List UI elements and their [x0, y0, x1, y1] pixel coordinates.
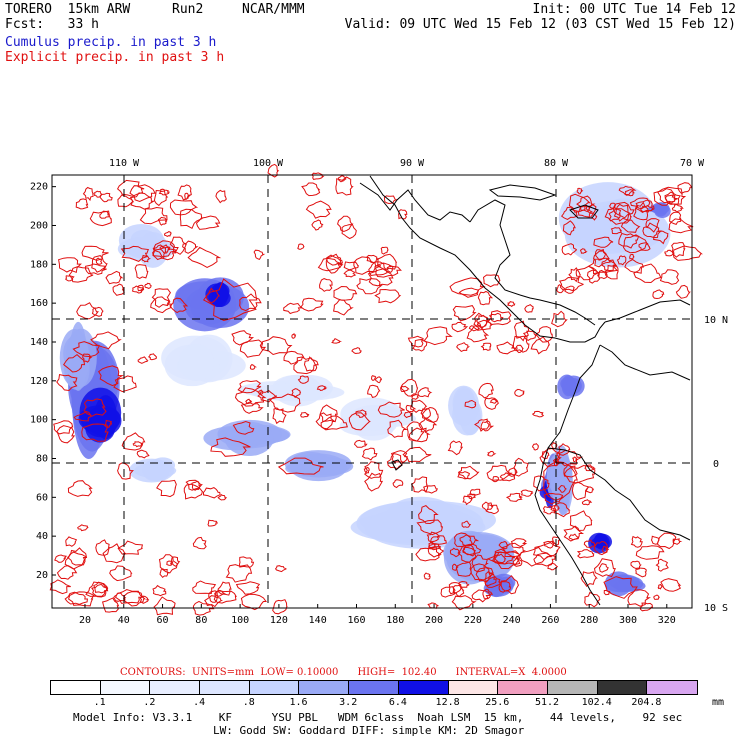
x-tick-label: 100	[231, 615, 249, 626]
init-time: Init: 00 UTC Tue 14 Feb 12	[532, 2, 737, 17]
y-tick-label: 60	[36, 492, 48, 503]
x-tick-label: 200	[425, 615, 443, 626]
galapagos	[391, 459, 403, 471]
contour-info: CONTOURS: UNITS=mm LOW= 0.10000 HIGH= 10…	[120, 667, 567, 678]
lon-label: 80 W	[544, 158, 569, 169]
legend-label: 1.6	[289, 697, 308, 708]
lon-label: 90 W	[400, 158, 425, 169]
x-tick-label: 240	[503, 615, 521, 626]
hispaniola-outline	[569, 204, 599, 219]
y-tick-label: 40	[36, 531, 48, 542]
x-tick-label: 60	[157, 615, 169, 626]
x-tick-label: 160	[347, 615, 365, 626]
legend-label: .4	[193, 697, 206, 708]
physics-info: LW: Godd SW: Goddard DIFF: simple KM: 2D…	[213, 724, 525, 737]
y-tick-label: 160	[30, 298, 48, 309]
color-legend	[50, 680, 698, 695]
legend-swatch	[51, 681, 101, 694]
y-tick-label: 20	[36, 570, 48, 581]
andes-border	[599, 344, 691, 381]
lon-label: 100 W	[253, 158, 284, 169]
legend-swatch	[398, 681, 449, 694]
x-tick-label: 220	[464, 615, 482, 626]
brazil-border	[614, 489, 691, 541]
legend-swatch	[249, 681, 300, 694]
y-tick-label: 100	[30, 415, 48, 426]
legend-label: .1	[93, 697, 106, 708]
legend-swatch	[349, 681, 399, 694]
x-tick-label: 180	[386, 615, 404, 626]
legend-swatch	[647, 681, 697, 694]
y-tick-label: 80	[36, 453, 48, 464]
x-tick-label: 120	[270, 615, 288, 626]
org-label: NCAR/MMM	[242, 2, 305, 17]
lat-label: 10 N	[704, 315, 728, 326]
y-tick-label: 220	[30, 182, 48, 193]
legend-swatch	[597, 681, 648, 694]
x-tick-label: 80	[195, 615, 207, 626]
legend-label: 25.6	[485, 697, 510, 708]
y-tick-label: 180	[30, 259, 48, 270]
lon-label: 70 W	[680, 158, 705, 169]
legend-swatch	[498, 681, 548, 694]
legend-swatch	[448, 681, 499, 694]
legend-label: 51.2	[534, 697, 560, 708]
legend-label: 6.4	[388, 697, 407, 708]
x-tick-label: 280	[580, 615, 598, 626]
x-tick-label: 300	[619, 615, 637, 626]
x-tick-label: 140	[309, 615, 327, 626]
lon-label: 110 W	[109, 158, 140, 169]
legend-label: .2	[143, 697, 156, 708]
legend-label: 12.8	[435, 697, 460, 708]
legend-swatch	[299, 681, 350, 694]
explicit-precip-label: Explicit precip. in past 3 h	[5, 50, 225, 65]
legend-swatch	[150, 681, 201, 694]
legend-label: 3.2	[339, 697, 358, 708]
legend-unit: mm	[712, 697, 725, 708]
run-label: Run2	[172, 2, 204, 17]
lat-label: 0	[713, 459, 719, 470]
legend-swatch	[547, 681, 598, 694]
valid-time: Valid: 09 UTC Wed 15 Feb 12 (03 CST Wed …	[344, 17, 736, 32]
model-title: TORERO 15km ARW	[5, 2, 131, 17]
explicit-precip-contours	[49, 163, 703, 616]
y-tick-label: 200	[30, 220, 48, 231]
x-tick-label: 260	[541, 615, 559, 626]
x-tick-label: 40	[118, 615, 130, 626]
legend-label: 204.8	[631, 697, 662, 708]
axis-ticks: 20 40 60 80 100 120 140 160 180 200 220 240 260 280 30…	[30, 158, 728, 626]
map-frame	[51, 174, 693, 609]
gulf-coast	[359, 182, 471, 223]
yucatan-coast	[469, 199, 521, 296]
lat-label: 10 S	[704, 603, 728, 614]
caribbean-coast	[519, 294, 596, 326]
y-tick-label: 140	[30, 337, 48, 348]
model-info: Model Info: V3.3.1 KF YSU PBL WDM 6class…	[73, 711, 683, 724]
legend-label: 102.4	[581, 697, 612, 708]
cuba-outline	[488, 184, 557, 201]
legend-swatch	[100, 681, 151, 694]
lat-lon-grid	[52, 175, 692, 608]
legend-label: .8	[242, 697, 255, 708]
x-tick-label: 20	[79, 615, 91, 626]
y-tick-label: 120	[30, 376, 48, 387]
coastlines	[359, 175, 691, 606]
legend-swatch	[200, 681, 250, 694]
central-america-coast	[369, 175, 606, 343]
south-america-west-coast	[534, 344, 601, 606]
forecast-hour: Fcst: 33 h	[5, 17, 99, 32]
x-tick-label: 320	[658, 615, 676, 626]
cumulus-precip-label: Cumulus precip. in past 3 h	[5, 35, 217, 50]
